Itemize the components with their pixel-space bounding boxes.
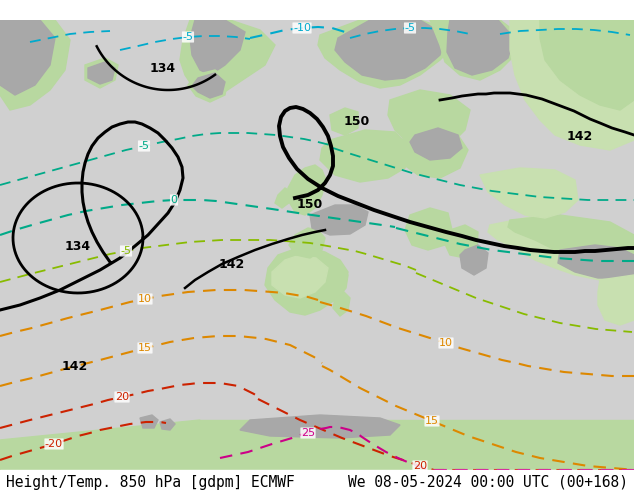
Polygon shape [85,58,118,88]
Polygon shape [430,20,520,80]
Polygon shape [190,20,245,75]
Polygon shape [333,292,350,316]
Polygon shape [188,70,228,102]
Polygon shape [310,205,368,235]
Bar [0,470,634,490]
Polygon shape [180,20,275,100]
Text: 142: 142 [219,258,245,271]
Polygon shape [508,215,634,262]
Polygon shape [328,270,348,298]
Text: 10: 10 [138,294,152,304]
Polygon shape [272,255,328,298]
Text: 20: 20 [413,461,427,471]
Text: 15: 15 [425,416,439,426]
Text: 25: 25 [301,428,315,438]
Polygon shape [288,165,326,215]
Polygon shape [0,20,70,110]
Polygon shape [488,215,634,280]
Polygon shape [447,20,514,75]
Polygon shape [160,419,175,430]
Text: 142: 142 [567,130,593,143]
Polygon shape [200,420,634,470]
Polygon shape [460,245,488,275]
Polygon shape [598,275,634,325]
Polygon shape [140,415,158,428]
Polygon shape [0,420,200,470]
Polygon shape [289,228,325,258]
Text: -10: -10 [293,23,311,33]
Text: 150: 150 [344,115,370,128]
Polygon shape [318,20,455,88]
Text: 15: 15 [138,343,152,353]
Polygon shape [510,20,634,150]
Text: 142: 142 [62,360,88,373]
Polygon shape [0,20,55,95]
Polygon shape [240,415,400,438]
Text: 134: 134 [65,240,91,253]
Polygon shape [275,188,292,208]
Polygon shape [558,245,634,278]
Text: -5: -5 [183,32,193,42]
Polygon shape [410,128,462,160]
Polygon shape [192,73,225,98]
Text: 0: 0 [171,195,178,205]
Text: 20: 20 [115,392,129,402]
Text: -20: -20 [45,439,63,449]
Polygon shape [320,130,410,182]
Text: 150: 150 [297,198,323,211]
Polygon shape [335,20,445,80]
Polygon shape [393,130,468,178]
Polygon shape [265,248,348,315]
Text: Height/Temp. 850 hPa [gdpm] ECMWF: Height/Temp. 850 hPa [gdpm] ECMWF [6,474,295,490]
Text: -5: -5 [120,246,131,256]
Text: 134: 134 [150,62,176,75]
Polygon shape [540,20,634,110]
Polygon shape [405,208,452,250]
Polygon shape [444,225,478,258]
Text: We 08-05-2024 00:00 UTC (00+168): We 08-05-2024 00:00 UTC (00+168) [348,474,628,490]
Polygon shape [88,62,115,84]
Text: -5: -5 [404,23,415,33]
Polygon shape [480,168,578,218]
Text: 10: 10 [439,338,453,348]
Text: -5: -5 [138,141,150,151]
Polygon shape [330,108,358,135]
Polygon shape [388,90,470,150]
